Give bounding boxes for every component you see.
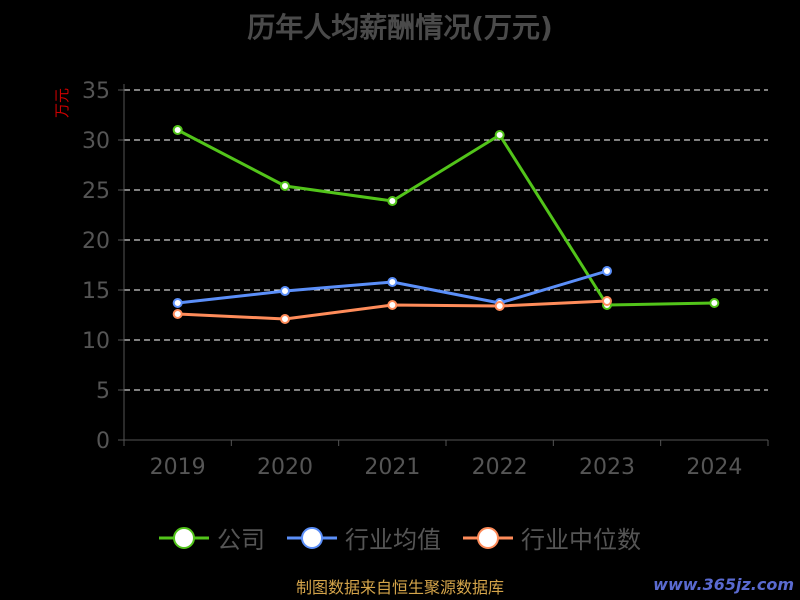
y-tick-label: 25 <box>82 179 110 204</box>
x-tick-label: 2019 <box>150 455 206 480</box>
data-point <box>387 300 398 310</box>
chart-title: 历年人均薪酬情况(万元) <box>247 11 553 44</box>
data-point <box>172 309 183 319</box>
legend-swatch <box>159 526 209 549</box>
legend-item[interactable]: 公司 <box>159 520 265 555</box>
series-layer <box>172 125 720 324</box>
watermark: www.365jz.com <box>653 575 794 594</box>
series-line-0 <box>176 128 715 307</box>
axis-layer: 0 5 10 15 20 25 30 35 2019 2020 2021 2022 2023 2024 <box>82 79 769 480</box>
legend-swatch <box>463 526 513 549</box>
legend-label: 公司 <box>217 526 265 554</box>
y-tick-label: 15 <box>82 279 110 304</box>
y-tick-label: 20 <box>82 229 110 254</box>
grid-layer <box>124 89 768 391</box>
y-tick-label: 10 <box>82 329 110 354</box>
data-point <box>602 296 612 306</box>
data-point <box>280 181 290 191</box>
x-tick-label: 2023 <box>579 455 635 480</box>
x-tick-label: 2021 <box>364 455 420 480</box>
data-point <box>172 125 183 135</box>
data-point <box>494 130 505 140</box>
source-note: 制图数据来自恒生聚源数据库 <box>295 578 504 597</box>
data-point <box>709 298 720 308</box>
data-point <box>602 266 612 276</box>
data-point <box>172 298 183 308</box>
data-point <box>387 196 398 206</box>
legend-swatch <box>287 526 337 549</box>
y-tick-label: 30 <box>82 129 110 154</box>
data-point <box>494 301 505 311</box>
y-tick-label: 5 <box>96 379 110 404</box>
x-tick-label: 2022 <box>472 455 528 480</box>
y-tick-label: 35 <box>82 79 110 104</box>
data-point <box>280 286 290 296</box>
data-point <box>387 277 398 287</box>
legend: 公司 行业均值 行业中位数 <box>0 520 800 555</box>
x-tick-label: 2024 <box>686 455 742 480</box>
data-point <box>280 314 290 324</box>
legend-item[interactable]: 行业中位数 <box>463 520 641 555</box>
y-tick-label: 0 <box>96 429 110 454</box>
legend-label: 行业均值 <box>345 526 441 554</box>
x-tick-label: 2020 <box>257 455 313 480</box>
legend-item[interactable]: 行业均值 <box>287 520 441 555</box>
legend-label: 行业中位数 <box>521 526 641 554</box>
